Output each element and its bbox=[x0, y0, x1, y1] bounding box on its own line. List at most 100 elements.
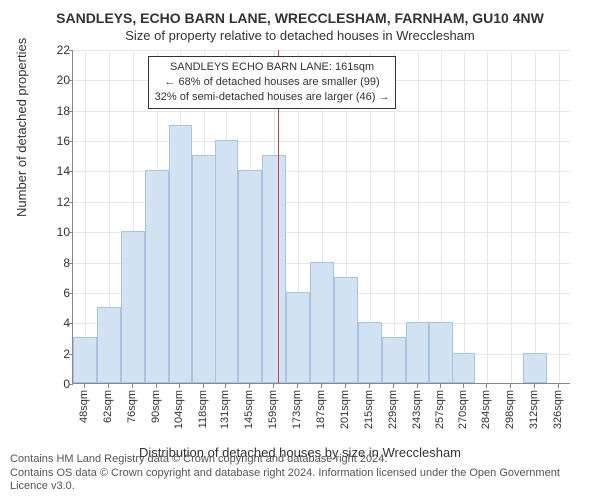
ytick-label: 2 bbox=[20, 347, 70, 361]
histogram-bar bbox=[310, 262, 334, 383]
xtick-label: 257sqm bbox=[434, 390, 446, 429]
histogram-bar bbox=[382, 337, 406, 383]
chart-title: SANDLEYS, ECHO BARN LANE, WRECCLESHAM, F… bbox=[0, 0, 600, 26]
histogram-bar bbox=[97, 307, 121, 383]
histogram-bar bbox=[429, 322, 453, 383]
ytick-mark bbox=[69, 293, 73, 294]
ytick-mark bbox=[69, 171, 73, 172]
ytick-label: 4 bbox=[20, 316, 70, 330]
xtick-mark bbox=[510, 384, 511, 388]
y-axis: 0246810121416182022 bbox=[16, 50, 72, 384]
footer-line-1: Contains HM Land Registry data © Crown c… bbox=[10, 453, 600, 467]
xtick-label: 326sqm bbox=[552, 390, 564, 429]
callout-line-3: 32% of semi-detached houses are larger (… bbox=[155, 90, 390, 105]
histogram-bar bbox=[121, 231, 145, 383]
ytick-label: 14 bbox=[20, 164, 70, 178]
ytick-mark bbox=[69, 202, 73, 203]
histogram-bar bbox=[169, 125, 193, 383]
xtick-mark bbox=[534, 384, 535, 388]
ytick-mark bbox=[69, 80, 73, 81]
ytick-mark bbox=[69, 263, 73, 264]
ytick-label: 18 bbox=[20, 104, 70, 118]
xtick-label: 215sqm bbox=[363, 390, 375, 429]
callout-line-2: ← 68% of detached houses are smaller (99… bbox=[155, 75, 390, 90]
callout-box: SANDLEYS ECHO BARN LANE: 161sqm← 68% of … bbox=[148, 56, 397, 109]
ytick-mark bbox=[69, 111, 73, 112]
ytick-mark bbox=[69, 50, 73, 51]
histogram-bar bbox=[358, 322, 382, 383]
ytick-label: 0 bbox=[20, 377, 70, 391]
chart-subtitle: Size of property relative to detached ho… bbox=[0, 26, 600, 43]
gridline-v bbox=[487, 50, 488, 383]
ytick-label: 22 bbox=[20, 43, 70, 57]
x-axis: 48sqm 62sqm 76sqm 90sqm 104sqm 118sqm 131sqm 14… bbox=[72, 384, 570, 442]
xtick-mark bbox=[558, 384, 559, 388]
xtick-mark bbox=[321, 384, 322, 388]
ytick-mark bbox=[69, 323, 73, 324]
xtick-label: 131sqm bbox=[219, 390, 231, 429]
xtick-mark bbox=[486, 384, 487, 388]
xtick-label: 76sqm bbox=[126, 390, 138, 423]
callout-line-1: SANDLEYS ECHO BARN LANE: 161sqm bbox=[155, 60, 390, 75]
xtick-label: 243sqm bbox=[411, 390, 423, 429]
xtick-label: 312sqm bbox=[528, 390, 540, 429]
xtick-mark bbox=[440, 384, 441, 388]
histogram-bar bbox=[192, 155, 216, 383]
gridline-v bbox=[535, 50, 536, 383]
histogram-bar bbox=[238, 170, 262, 383]
footer-attribution: Contains HM Land Registry data © Crown c… bbox=[0, 453, 600, 494]
xtick-label: 48sqm bbox=[78, 390, 90, 423]
histogram-bar bbox=[215, 140, 239, 383]
xtick-label: 118sqm bbox=[197, 390, 209, 428]
xtick-mark bbox=[84, 384, 85, 388]
histogram-bar bbox=[406, 322, 430, 383]
xtick-mark bbox=[132, 384, 133, 388]
histogram-bar bbox=[452, 353, 476, 383]
xtick-label: 229sqm bbox=[387, 390, 399, 429]
footer-line-2: Contains OS data © Crown copyright and d… bbox=[10, 467, 600, 495]
xtick-label: 298sqm bbox=[504, 390, 516, 429]
xtick-label: 145sqm bbox=[243, 390, 255, 429]
xtick-label: 201sqm bbox=[339, 390, 351, 429]
xtick-label: 284sqm bbox=[480, 390, 492, 429]
xtick-label: 159sqm bbox=[267, 390, 279, 429]
xtick-label: 104sqm bbox=[173, 390, 185, 429]
gridline-v bbox=[511, 50, 512, 383]
xtick-mark bbox=[273, 384, 274, 388]
xtick-mark bbox=[225, 384, 226, 388]
xtick-mark bbox=[179, 384, 180, 388]
ytick-mark bbox=[69, 141, 73, 142]
histogram-bar bbox=[523, 353, 547, 383]
xtick-label: 62sqm bbox=[102, 390, 114, 423]
ytick-label: 6 bbox=[20, 286, 70, 300]
xtick-label: 187sqm bbox=[315, 390, 327, 429]
xtick-mark bbox=[463, 384, 464, 388]
ytick-label: 12 bbox=[20, 195, 70, 209]
xtick-label: 90sqm bbox=[150, 390, 162, 423]
ytick-label: 20 bbox=[20, 73, 70, 87]
gridline-v bbox=[85, 50, 86, 383]
xtick-mark bbox=[345, 384, 346, 388]
ytick-label: 16 bbox=[20, 134, 70, 148]
xtick-mark bbox=[297, 384, 298, 388]
xtick-mark bbox=[369, 384, 370, 388]
histogram-bar bbox=[334, 277, 358, 383]
xtick-label: 173sqm bbox=[291, 390, 303, 429]
xtick-mark bbox=[393, 384, 394, 388]
histogram-bar bbox=[145, 170, 169, 383]
xtick-mark bbox=[156, 384, 157, 388]
xtick-mark bbox=[249, 384, 250, 388]
plot-area: SANDLEYS ECHO BARN LANE: 161sqm← 68% of … bbox=[72, 50, 570, 384]
gridline-v bbox=[559, 50, 560, 383]
ytick-mark bbox=[69, 232, 73, 233]
xtick-mark bbox=[417, 384, 418, 388]
histogram-bar bbox=[262, 155, 286, 383]
gridline-v bbox=[464, 50, 465, 383]
ytick-label: 10 bbox=[20, 225, 70, 239]
xtick-mark bbox=[108, 384, 109, 388]
histogram-bar bbox=[73, 337, 97, 383]
xtick-mark bbox=[203, 384, 204, 388]
ytick-label: 8 bbox=[20, 256, 70, 270]
histogram-bar bbox=[286, 292, 310, 383]
xtick-label: 270sqm bbox=[457, 390, 469, 429]
